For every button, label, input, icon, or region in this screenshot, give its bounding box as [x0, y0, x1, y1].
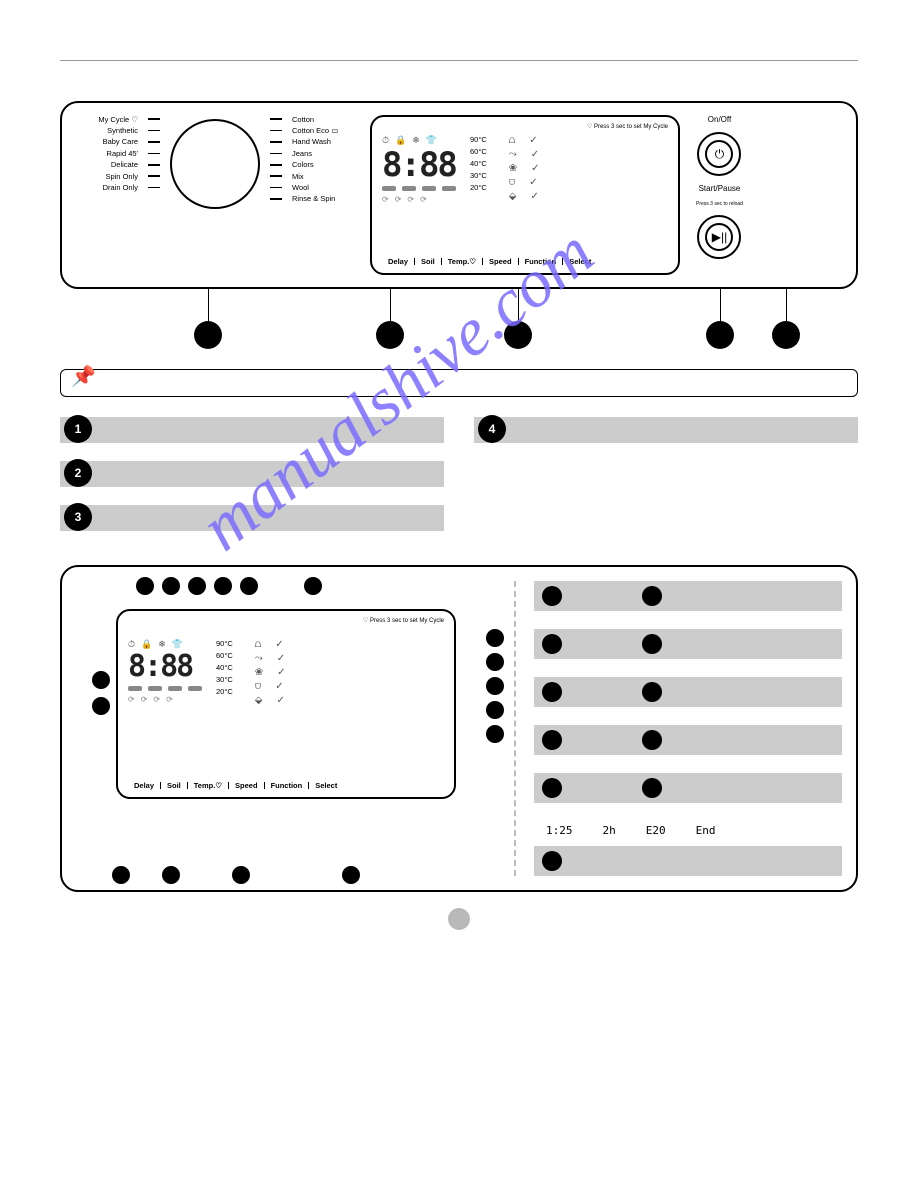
- legend-row: [534, 677, 842, 707]
- start-pause-button[interactable]: ▶||: [697, 215, 741, 259]
- section-2-num: 2: [64, 459, 92, 487]
- option-speed[interactable]: Speed: [483, 258, 519, 266]
- power-button[interactable]: ⏻: [697, 132, 741, 176]
- display-codes: 1:252hE20End: [534, 821, 842, 840]
- pin-icon: 📌: [71, 364, 96, 389]
- legend-row-last: [534, 846, 842, 876]
- onoff-label: On/Off: [708, 115, 731, 124]
- callout-dot-4: [706, 321, 734, 349]
- option-delay[interactable]: Delay: [382, 258, 415, 266]
- function-list-2: ⩍✓⤳✓❀✓⩌✓⬙✓: [255, 639, 286, 706]
- option-temp[interactable]: Temp.♡: [442, 258, 483, 266]
- panel-callouts: [60, 295, 858, 355]
- control-panel: My Cycle ♡SyntheticBaby CareRapid 45'Del…: [60, 101, 858, 289]
- bottom-callout-dots: [112, 866, 360, 884]
- display-panel: ♡ Press 3 sec to set My Cycle ⏱🔒❄👕 8:88 …: [370, 115, 680, 275]
- option-soil[interactable]: Soil: [415, 258, 442, 266]
- my-cycle-hint-2: ♡ Press 3 sec to set My Cycle: [363, 617, 444, 624]
- spin-indicator-2: ⟳⟳⟳⟳: [128, 695, 202, 704]
- legend-row: [534, 725, 842, 755]
- program-knob[interactable]: [170, 119, 260, 209]
- soil-indicator-2: [128, 686, 202, 691]
- program-list-right: CottonCotton Eco ▭Hand WashJeansColorsMi…: [292, 115, 360, 203]
- section-1-body: [60, 443, 444, 447]
- callout-dot-1: [194, 321, 222, 349]
- section-4-num: 4: [478, 415, 506, 443]
- section-4-head: 4: [474, 417, 858, 443]
- legend-row: [534, 629, 842, 659]
- display-detail-box: ♡ Press 3 sec to set My Cycle ⏱🔒❄👕 8:88 …: [60, 565, 858, 892]
- start-pause-label: Start/Pause: [699, 184, 741, 193]
- right-callout-dots: [486, 629, 504, 743]
- section-3-head: 3: [60, 505, 444, 531]
- section-2-body: [60, 487, 444, 491]
- time-display: 8:88: [382, 148, 456, 182]
- display-diagram: ♡ Press 3 sec to set My Cycle ⏱🔒❄👕 8:88 …: [76, 581, 496, 876]
- display-legend: 1:252hE20End: [534, 581, 842, 876]
- display-zoom: ♡ Press 3 sec to set My Cycle ⏱🔒❄👕 8:88 …: [116, 609, 456, 799]
- note-box: 📌: [60, 369, 858, 397]
- option-buttons: DelaySoilTemp.♡SpeedFunctionSelect: [382, 258, 668, 266]
- soil-level-indicator: [382, 186, 456, 191]
- option-buttons-2: DelaySoilTemp.♡SpeedFunctionSelect: [128, 782, 444, 790]
- divider: [514, 581, 516, 876]
- section-1-head: 1: [60, 417, 444, 443]
- program-list-left: My Cycle ♡SyntheticBaby CareRapid 45'Del…: [76, 115, 138, 192]
- section-3-num: 3: [64, 503, 92, 531]
- section-3-body: [60, 531, 444, 535]
- spin-indicator: ⟳⟳⟳⟳: [382, 195, 456, 204]
- section-2-head: 2: [60, 461, 444, 487]
- callout-dot-5: [772, 321, 800, 349]
- callout-dot-2: [376, 321, 404, 349]
- play-pause-icon: ▶||: [705, 223, 733, 251]
- sections: 1 2 3 4: [60, 417, 858, 535]
- section-4-body: [474, 443, 858, 447]
- temperature-list: 90°C60°C40°C30°C20°C: [470, 135, 487, 192]
- left-callout-dots: [92, 671, 110, 715]
- my-cycle-hint: ♡ Press 3 sec to set My Cycle: [587, 123, 668, 130]
- temperature-list-2: 90°C60°C40°C30°C20°C: [216, 639, 233, 696]
- option-select[interactable]: Select: [563, 258, 597, 266]
- power-icon: ⏻: [705, 140, 733, 168]
- section-1-num: 1: [64, 415, 92, 443]
- tick-marks-left: [148, 115, 160, 192]
- page-footer: [60, 908, 858, 932]
- top-callout-dots: [136, 577, 322, 595]
- legend-row: [534, 581, 842, 611]
- right-controls: On/Off ⏻ Start/Pause Press 3 sec to relo…: [696, 115, 743, 259]
- header-rule: [60, 60, 858, 61]
- option-function[interactable]: Function: [519, 258, 564, 266]
- tick-marks-right: [270, 115, 282, 203]
- function-list: ⩍✓⤳✓❀✓⩌✓⬙✓: [509, 135, 540, 202]
- callout-dot-3: [504, 321, 532, 349]
- legend-row: [534, 773, 842, 803]
- start-pause-sublabel: Press 3 sec to reload: [696, 201, 743, 207]
- time-display-2: 8:88: [128, 652, 202, 682]
